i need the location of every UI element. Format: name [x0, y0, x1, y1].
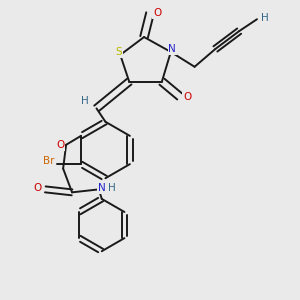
Text: S: S [116, 47, 122, 57]
Text: N: N [168, 44, 176, 54]
Text: O: O [153, 8, 162, 18]
Text: O: O [183, 92, 191, 101]
Text: H: H [261, 13, 268, 23]
Text: O: O [34, 183, 42, 193]
Text: Br: Br [43, 156, 54, 166]
Text: N: N [98, 183, 106, 193]
Text: H: H [108, 183, 116, 193]
Text: H: H [81, 96, 88, 106]
Text: O: O [56, 140, 64, 150]
